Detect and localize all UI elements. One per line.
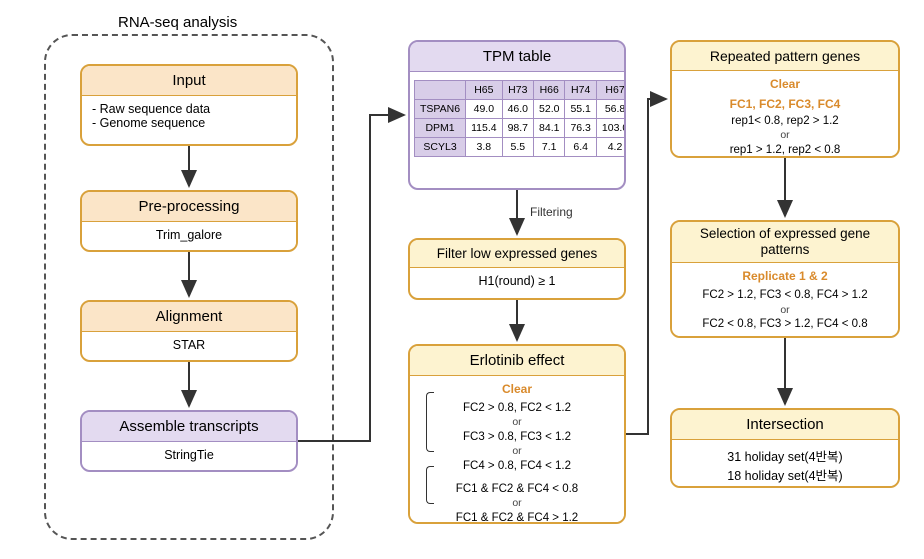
tpm-cell: 84.1 [534, 119, 565, 138]
node-assemble-title: Assemble transcripts [82, 412, 296, 442]
erlo-rule-g1-2: FC4 > 0.8, FC4 < 1.2 [416, 458, 618, 475]
tpm-cell: 49.0 [466, 100, 503, 119]
erlo-rule-g2-0: FC1 & FC2 & FC4 < 0.8 [416, 481, 618, 498]
tpm-cell: 115.4 [466, 119, 503, 138]
node-repeated-pattern: Repeated pattern genes Clear FC1, FC2, F… [670, 40, 900, 158]
node-rep-title: Repeated pattern genes [672, 42, 898, 71]
tpm-cell: 3.8 [466, 138, 503, 157]
tpm-col-header: H66 [534, 81, 565, 100]
tpm-cell: 4.2 [596, 138, 626, 157]
or-label: or [678, 130, 892, 142]
node-int-title: Intersection [672, 410, 898, 440]
tpm-cell: 52.0 [534, 100, 565, 119]
int-line-1: 18 holiday set(4반복) [682, 465, 888, 484]
tpm-col-header: H74 [565, 81, 596, 100]
node-selection-patterns: Selection of expressed gene patterns Rep… [670, 220, 900, 338]
node-tpm-table: TPM table H65H73H66H74H67TSPAN649.046.05… [408, 40, 626, 190]
tpm-row-header: DPM1 [415, 119, 466, 138]
node-int-body: 31 holiday set(4반복) 18 holiday set(4반복) [672, 440, 898, 488]
node-preproc-title: Pre-processing [82, 192, 296, 222]
node-align-title: Alignment [82, 302, 296, 332]
node-intersection: Intersection 31 holiday set(4반복) 18 holi… [670, 408, 900, 488]
tpm-cell: 56.8 [596, 100, 626, 119]
erlo-rule-g1-1: FC3 > 0.8, FC3 < 1.2 [416, 429, 618, 446]
or-label: or [416, 417, 618, 429]
rep-rule-1: rep1 > 1.2, rep2 < 0.8 [678, 142, 892, 158]
int-line-0: 31 holiday set(4반복) [682, 446, 888, 465]
bracket-icon [426, 466, 434, 504]
input-line-0: - Raw sequence data [92, 102, 286, 116]
filtering-label: Filtering [530, 205, 573, 219]
node-alignment: Alignment STAR [80, 300, 298, 362]
section-label: RNA-seq analysis [118, 14, 237, 31]
node-input-title: Input [82, 66, 296, 96]
tpm-cell: 46.0 [502, 100, 533, 119]
sel-subhead: Replicate 1 & 2 [678, 267, 892, 287]
tpm-row-header: SCYL3 [415, 138, 466, 157]
tpm-cell: 55.1 [565, 100, 596, 119]
rep-subhead2: FC1, FC2, FC3, FC4 [678, 95, 892, 113]
or-label: or [416, 498, 618, 510]
tpm-cell: 76.3 [565, 119, 596, 138]
node-input-body: - Raw sequence data - Genome sequence [82, 96, 296, 136]
node-erlotinib-effect: Erlotinib effect Clear FC2 > 0.8, FC2 < … [408, 344, 626, 524]
tpm-data-table: H65H73H66H74H67 TSPAN649.046.052.055.156.… [414, 80, 626, 157]
tpm-cell: 5.5 [502, 138, 533, 157]
node-erlo-title: Erlotinib effect [410, 346, 624, 376]
node-align-body: STAR [82, 332, 296, 358]
node-input: Input - Raw sequence data - Genome seque… [80, 64, 298, 146]
bracket-icon [426, 392, 434, 452]
or-label: or [678, 305, 892, 317]
node-preproc-body: Trim_galore [82, 222, 296, 248]
tpm-col-header [415, 81, 466, 100]
erlo-subhead: Clear [416, 380, 618, 400]
node-tpm-title: TPM table [410, 42, 624, 72]
node-filter-low: Filter low expressed genes H1(round) ≥ 1 [408, 238, 626, 300]
tpm-cell: 103.0 [596, 119, 626, 138]
tpm-col-header: H65 [466, 81, 503, 100]
or-label: or [416, 446, 618, 458]
tpm-cell: 6.4 [565, 138, 596, 157]
sel-rule-1: FC2 < 0.8, FC3 > 1.2, FC4 < 0.8 [678, 316, 892, 333]
node-filter-body: H1(round) ≥ 1 [410, 268, 624, 294]
node-filter-title: Filter low expressed genes [410, 240, 624, 268]
node-assemble-body: StringTie [82, 442, 296, 468]
tpm-cell: 98.7 [502, 119, 533, 138]
rep-subhead: Clear [678, 75, 892, 95]
node-sel-title: Selection of expressed gene patterns [672, 222, 898, 263]
erlo-rule-g1-0: FC2 > 0.8, FC2 < 1.2 [416, 400, 618, 417]
node-preprocessing: Pre-processing Trim_galore [80, 190, 298, 252]
node-assemble-transcripts: Assemble transcripts StringTie [80, 410, 298, 472]
erlo-rule-g2-1: FC1 & FC2 & FC4 > 1.2 [416, 510, 618, 524]
rep-rule-0: rep1< 0.8, rep2 > 1.2 [678, 113, 892, 130]
tpm-cell: 7.1 [534, 138, 565, 157]
input-line-1: - Genome sequence [92, 116, 286, 130]
tpm-col-header: H73 [502, 81, 533, 100]
tpm-row-header: TSPAN6 [415, 100, 466, 119]
tpm-col-header: H67 [596, 81, 626, 100]
sel-rule-0: FC2 > 1.2, FC3 < 0.8, FC4 > 1.2 [678, 287, 892, 304]
